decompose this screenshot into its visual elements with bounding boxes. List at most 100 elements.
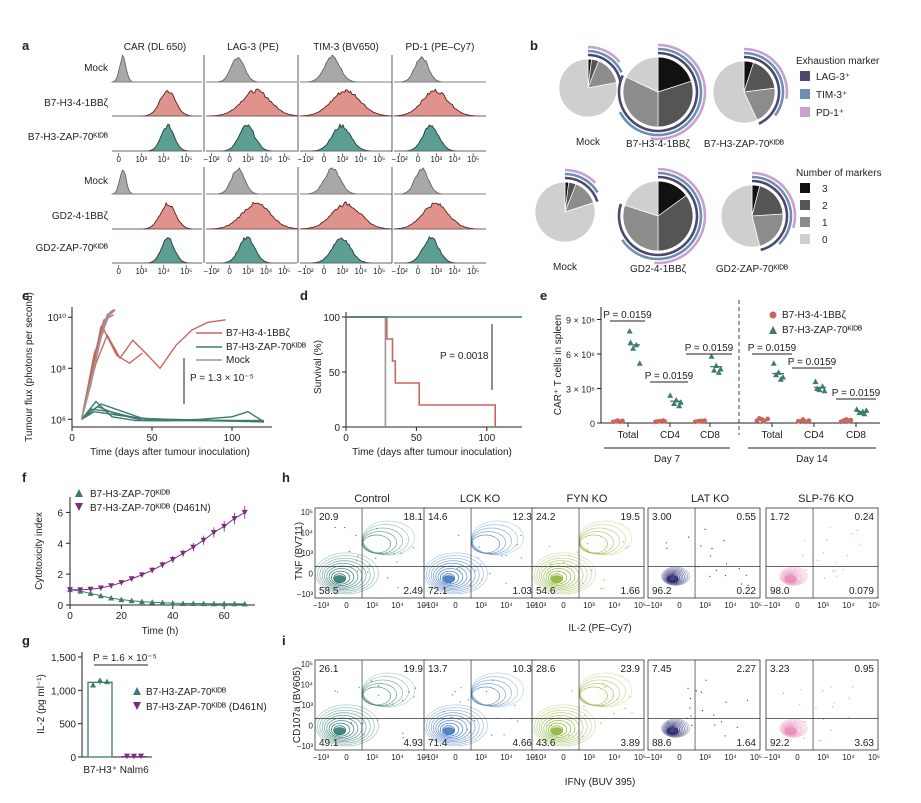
- flow-event-dot: [550, 563, 552, 565]
- flow-plot-frame: [531, 507, 645, 599]
- a-histogram: [112, 123, 202, 152]
- flow-event-dot: [830, 686, 832, 688]
- panel-letter-g: g: [22, 633, 30, 648]
- flow-x-tick-label: −10³: [422, 601, 439, 610]
- g-point: [138, 753, 144, 760]
- flow-quadrant-value: 43.6: [536, 738, 556, 749]
- a-tick-label: −10²: [203, 267, 220, 276]
- g-point: [131, 753, 137, 760]
- i-x-label: IFNγ (BUV 395): [565, 777, 636, 788]
- e-point: [765, 416, 771, 422]
- a-histogram: [206, 236, 297, 264]
- flow-event-dot: [815, 707, 817, 709]
- a-histogram: [299, 89, 393, 117]
- f-point: [149, 567, 156, 574]
- flow-event-dot: [833, 702, 835, 704]
- b-exhaustion-arc: [621, 171, 703, 261]
- flow-quadrant-value: 0.55: [737, 512, 757, 523]
- flow-event-dot: [550, 724, 553, 727]
- a-tick-label: 10⁴: [449, 267, 462, 276]
- flow-event-dot: [726, 563, 728, 565]
- flow-x-tick-label: 10⁴: [391, 753, 404, 762]
- flow-x-tick-label: 10⁴: [391, 601, 404, 610]
- a-histogram: [394, 167, 486, 195]
- flow-event-dot: [804, 540, 806, 542]
- flow-contour: [531, 704, 596, 747]
- f-y-tick-label: 4: [57, 539, 63, 550]
- c-x-tick-label: 0: [69, 433, 75, 444]
- flow-event-dot: [458, 534, 460, 537]
- flow-event-dot: [705, 679, 707, 681]
- flow-x-tick-label: 10³: [817, 753, 829, 762]
- f-point: [118, 596, 125, 603]
- g-y-tick-label: 500: [59, 720, 76, 731]
- f-point: [138, 598, 145, 605]
- flow-event-dot: [721, 721, 723, 723]
- flow-event-dot: [709, 575, 711, 578]
- flow-event-dot: [520, 557, 522, 559]
- b-pie-slice: [751, 185, 784, 217]
- flow-dense-core: [784, 575, 797, 584]
- e-point: [633, 341, 640, 348]
- flow-quadrant-value: 0.22: [737, 586, 757, 597]
- flow-event-dot: [715, 569, 718, 571]
- a-histogram: [111, 169, 202, 195]
- flow-event-dot: [689, 707, 691, 709]
- flow-x-tick-label: 10⁴: [500, 753, 513, 762]
- flow-x-tick-label: 10³: [817, 601, 829, 610]
- flow-x-tick-label: 10⁵: [634, 601, 646, 610]
- flow-dense-core: [442, 727, 455, 736]
- a-row-label: GD2-4-1BBζ: [52, 211, 109, 222]
- flow-event-dot: [402, 699, 404, 701]
- flow-dense-core: [666, 575, 679, 584]
- a-histogram: [300, 54, 392, 83]
- flow-quadrant-value: 19.9: [404, 664, 424, 675]
- g-point: [124, 753, 130, 760]
- a-histogram: [300, 123, 392, 152]
- e-y-tick-label: 6 × 10⁶: [566, 350, 595, 360]
- f-point: [97, 585, 104, 592]
- a-histogram: [112, 201, 202, 230]
- flow-contour: [663, 568, 687, 585]
- flow-contour: [423, 552, 488, 595]
- e-category-label: CD8: [846, 430, 866, 441]
- flow-contour: [538, 712, 584, 743]
- flow-event-dot: [478, 546, 480, 548]
- panel-b-pies: Mock B7-H3-4-1BBζ B7-H3-ZAP-70ᴷᴵᴰᴮ Mock …: [534, 43, 882, 275]
- a-tick-label: 10⁵: [278, 155, 290, 164]
- b-pie-slice: [622, 76, 659, 128]
- flow-event-dot: [514, 704, 516, 706]
- flow-quadrant-value: 12.3: [513, 512, 533, 523]
- flow-x-tick-label: 10³: [583, 601, 595, 610]
- h-title: LCK KO: [460, 493, 501, 505]
- flow-quadrant-value: 3.89: [621, 738, 641, 749]
- b-exhaustion-arc: [743, 47, 789, 99]
- f-point: [87, 586, 94, 593]
- a-tick-label: 10³: [431, 267, 443, 276]
- flow-x-tick-label: 10⁵: [417, 753, 429, 762]
- flow-event-dot: [802, 554, 804, 556]
- e-point: [806, 418, 812, 424]
- e-point: [761, 418, 767, 424]
- flow-x-tick-label: 10⁴: [608, 601, 621, 610]
- f-point: [97, 592, 104, 599]
- flow-event-dot: [404, 587, 406, 589]
- e-point: [626, 328, 633, 334]
- f-point: [169, 600, 176, 606]
- flow-quadrant-value: 1.64: [737, 738, 757, 749]
- flow-x-tick-label: 10⁵: [868, 753, 880, 762]
- flow-event-dot: [782, 692, 785, 695]
- e-y-tick-label: 9 × 10⁶: [566, 316, 595, 326]
- f-point: [200, 537, 207, 544]
- b-exhaustion-arc: [751, 175, 793, 245]
- f-point: [221, 523, 228, 530]
- a-histogram: [111, 54, 202, 83]
- b-exhaustion-arc: [650, 43, 707, 141]
- flow-event-dot: [474, 720, 476, 722]
- h-title: LAT KO: [691, 493, 730, 505]
- c-series-line: [80, 311, 112, 420]
- g-category-label: B7-H3⁺ Nalm6: [83, 765, 149, 776]
- flow-event-dot: [336, 691, 339, 693]
